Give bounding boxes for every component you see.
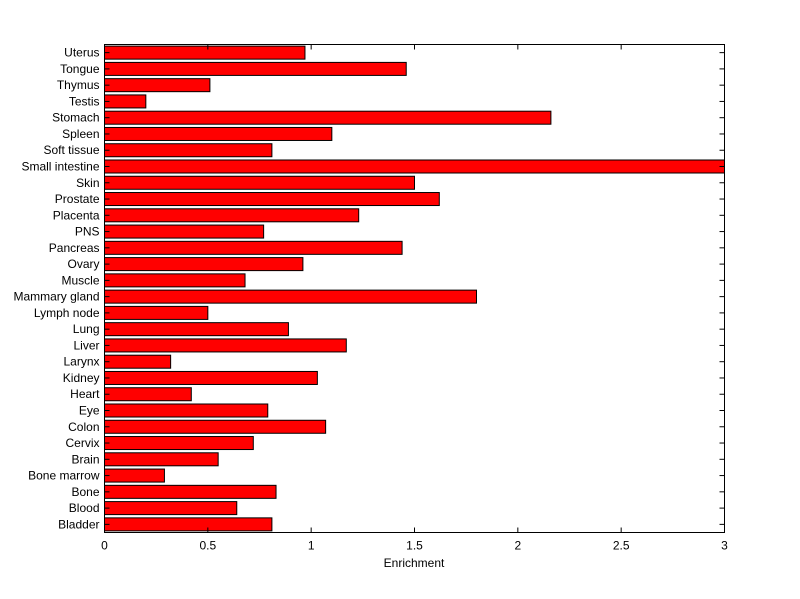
x-tick-label: 2 [514,539,521,553]
bar [104,78,211,93]
x-tick-label: 0.5 [199,539,216,553]
y-tick-label: Soft tissue [43,143,99,157]
bar [104,143,273,158]
y-tick-label: Testis [69,94,100,108]
y-tick-label: Stomach [52,111,99,125]
y-tick-label: Small intestine [21,160,99,174]
bar [104,192,440,207]
bar [104,208,360,223]
y-tick-label: Kidney [63,371,100,385]
bar [104,387,192,402]
bar [104,436,254,451]
y-tick-label: Heart [70,387,100,401]
bar [104,370,318,385]
bar [104,257,304,272]
y-tick-label: Muscle [61,273,99,287]
bar [104,338,347,353]
y-tick-label: Ovary [67,257,99,271]
x-axis: 0 0.5 1 1.5 2 2.5 3 [101,44,728,553]
bar [104,419,327,434]
y-tick-label: Bone [71,485,99,499]
bar [104,94,147,109]
bar [104,305,209,320]
y-tick-label: Brain [71,452,99,466]
x-tick-label: 1.5 [406,539,423,553]
y-tick-label: Lymph node [34,306,100,320]
y-tick-label: Skin [76,176,99,190]
bar [104,224,265,239]
bar [104,159,725,174]
y-tick-label: Lung [73,322,100,336]
bar [104,175,415,190]
bar [104,322,289,337]
bar [104,484,277,499]
y-tick-label: Liver [73,338,99,352]
bar [104,452,219,467]
bar [104,240,403,255]
plot-frame [104,44,725,533]
y-tick-label: Eye [79,404,100,418]
bar [104,501,238,516]
y-tick-label: Mammary gland [13,290,99,304]
y-tick-label: Thymus [57,78,100,92]
y-tick-label: Tongue [60,62,100,76]
bar [104,468,165,483]
x-axis-label: Enrichment [384,556,445,570]
y-tick-label: Prostate [55,192,100,206]
y-tick-label: Cervix [65,436,99,450]
bar [104,110,552,125]
bar [104,273,246,288]
y-axis: Uterus Tongue Thymus Testis Stomach Spleen Sof… [13,46,725,531]
y-tick-label: Pancreas [49,241,100,255]
x-tick-label: 3 [721,539,728,553]
y-tick-label: Bone marrow [28,469,100,483]
bar [104,126,333,141]
x-tick-label: 0 [101,539,108,553]
x-tick-label: 1 [308,539,315,553]
bars [104,45,725,532]
y-tick-label: PNS [75,225,100,239]
bar [104,354,172,369]
y-tick-label: Colon [68,420,99,434]
bar [104,45,306,60]
x-tick-label: 2.5 [613,539,630,553]
y-tick-label: Bladder [58,517,99,531]
y-tick-label: Placenta [53,208,100,222]
y-tick-label: Spleen [62,127,99,141]
bar [104,61,407,76]
bar [104,403,269,418]
y-tick-label: Uterus [64,46,99,60]
y-tick-label: Larynx [63,355,99,369]
bar [104,289,477,304]
y-tick-label: Blood [69,501,100,515]
bar [104,517,273,532]
